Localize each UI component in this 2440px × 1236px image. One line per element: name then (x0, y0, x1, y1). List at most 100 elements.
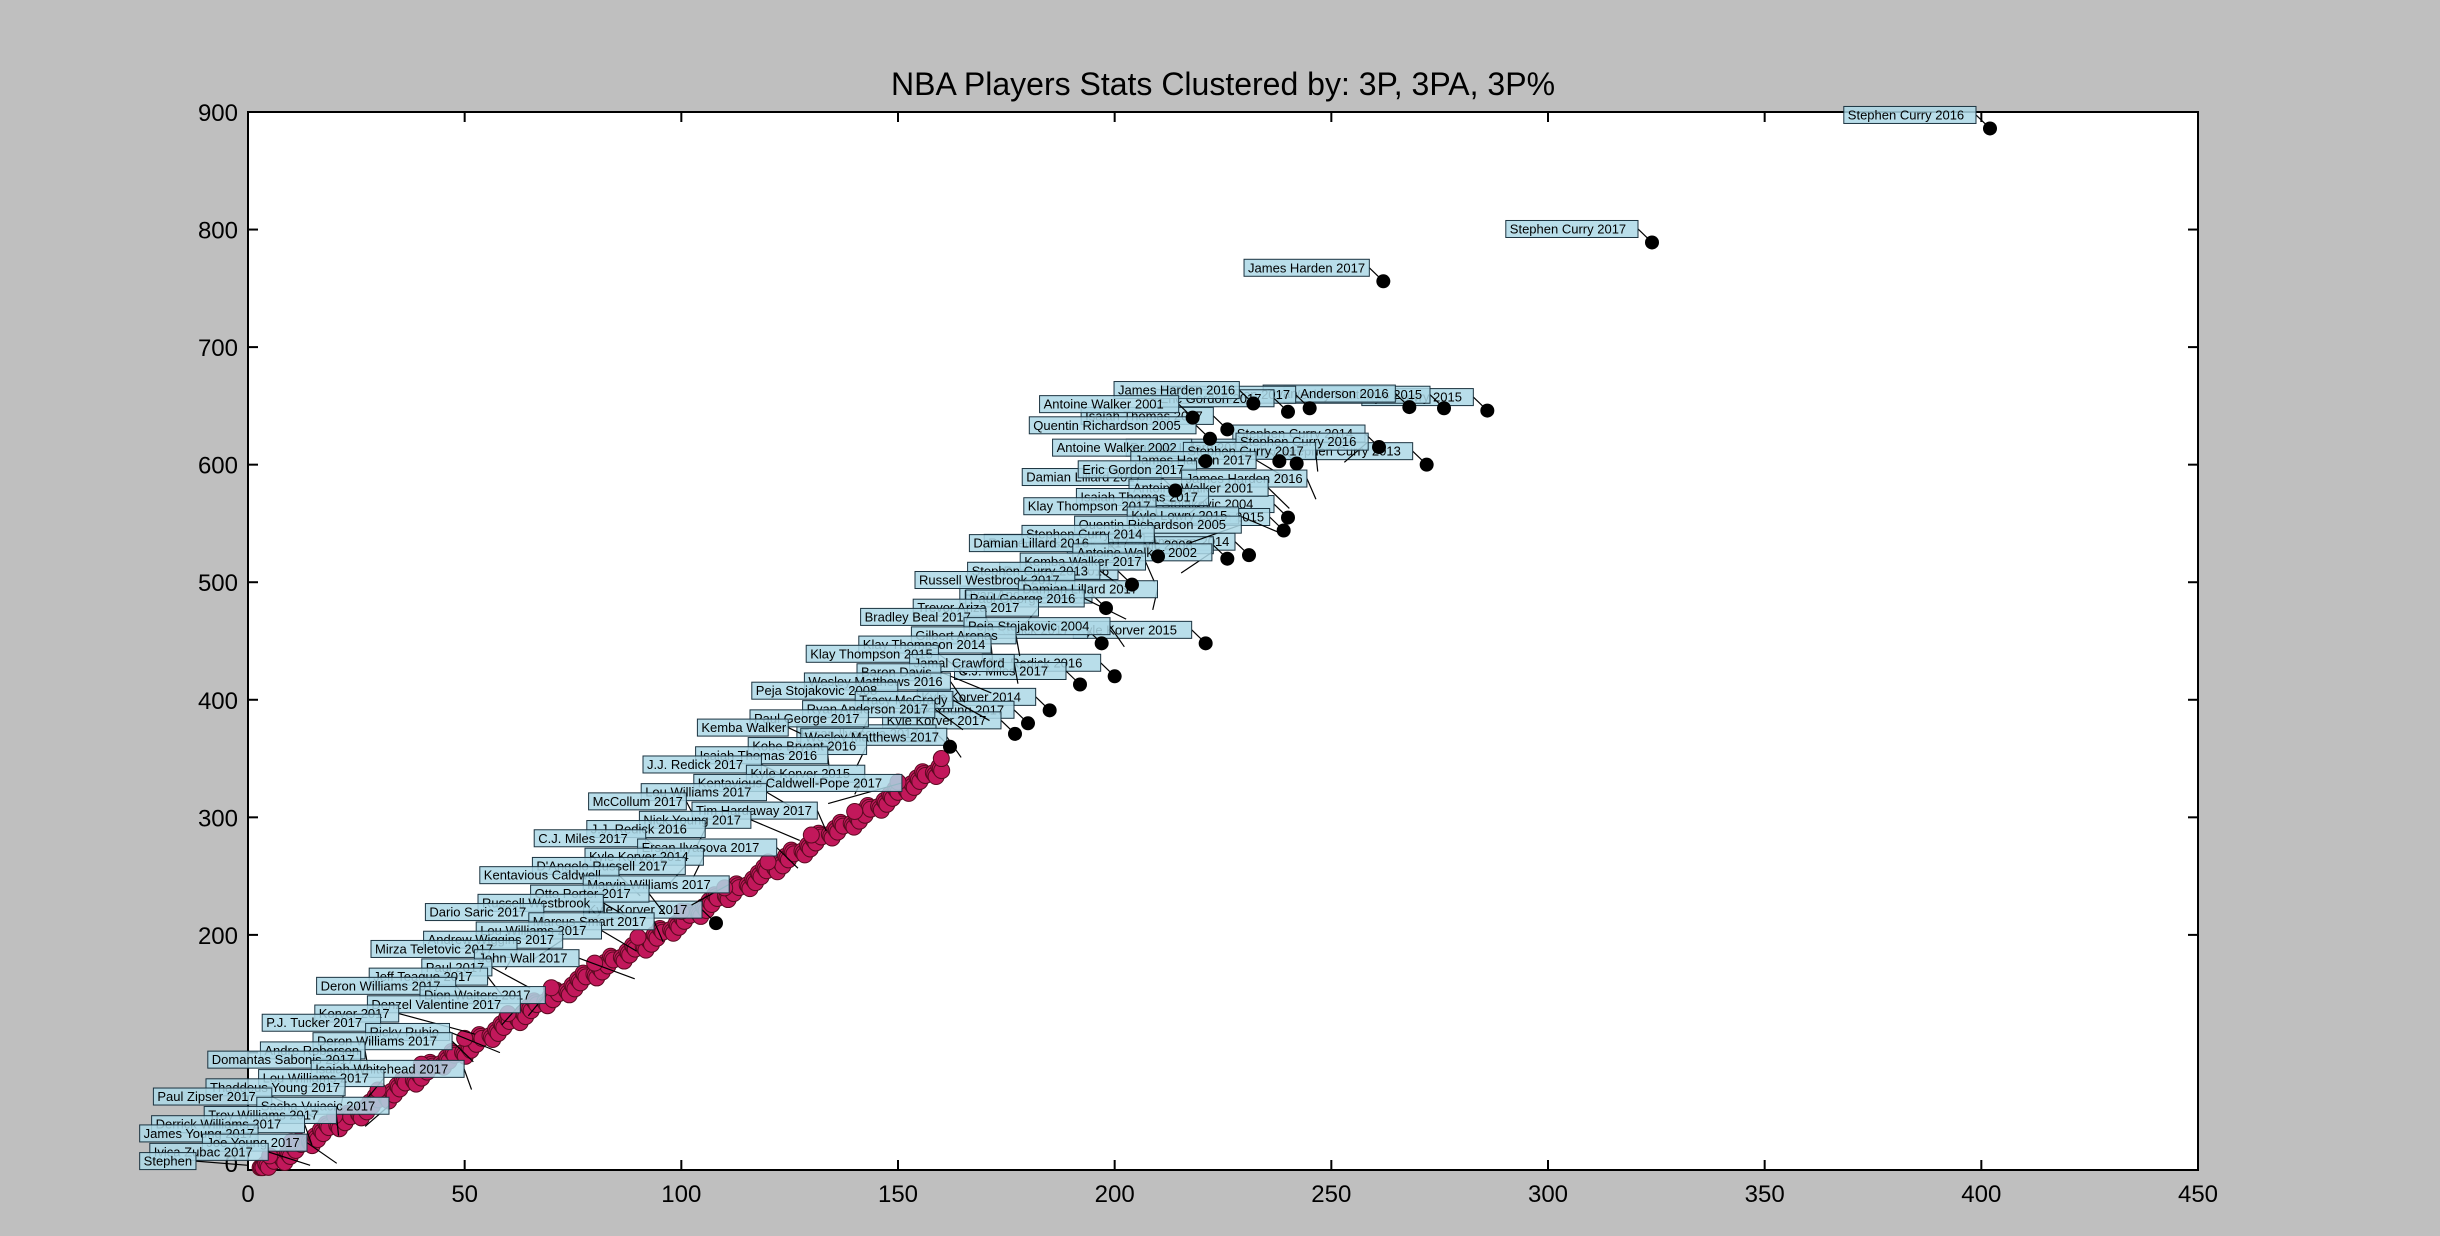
data-point (586, 954, 604, 972)
data-point (1042, 703, 1057, 718)
x-tick-label: 400 (1961, 1181, 2001, 1208)
annotation-text: Quentin Richardson 2005 (1033, 418, 1180, 433)
y-tick-label: 800 (198, 218, 238, 245)
data-point (629, 928, 647, 946)
annotation-arrow (578, 957, 635, 980)
annotation-arrow (1267, 487, 1290, 509)
annotation-box (1505, 219, 1639, 238)
annotation-arrow (934, 708, 964, 731)
annotation-box (805, 644, 939, 663)
data-point (846, 802, 864, 820)
annotation-arrow (601, 929, 637, 952)
annotation-box (533, 829, 647, 848)
annotation-text: James Harden 2017 (1248, 260, 1365, 275)
data-point (802, 826, 820, 844)
annotation-text: Stephen (144, 1154, 192, 1169)
annotation-box (1077, 460, 1198, 479)
annotation-box (1023, 497, 1157, 516)
data-point (1185, 410, 1200, 425)
annotation-box (1843, 105, 1977, 124)
annotation-arrow (451, 1040, 474, 1063)
point-annotation: J.J. Redick 2017 (642, 755, 804, 786)
data-point (709, 916, 723, 931)
annotation-box (696, 718, 789, 737)
x-tick-label: 200 (1095, 1181, 1135, 1208)
annotation-text: Dario Saric 2017 (429, 905, 526, 920)
data-point (1220, 422, 1235, 437)
data-point (1021, 716, 1035, 731)
annotation-arrow (949, 681, 966, 703)
x-tick-label: 300 (1528, 1181, 1568, 1208)
y-tick-label: 500 (198, 570, 238, 597)
data-point (1983, 121, 1997, 136)
data-point (932, 750, 950, 768)
annotation-text: Kemba Walker (701, 720, 786, 735)
annotation-arrow (1015, 635, 1021, 657)
point-annotation: Denzel Valentine 2017 (366, 995, 521, 1026)
point-annotation: Paul Zipser 2017 (152, 1087, 314, 1118)
annotation-arrow (268, 1151, 311, 1166)
point-annotation: Klay Thompson 2017 (1023, 497, 1159, 527)
data-point (1289, 456, 1304, 471)
data-point (1151, 549, 1165, 564)
axis-ticks: 0 50 100 150 200 250 300 350 400 450 200 300 400 500 6… (198, 100, 2218, 1208)
y-tick-label: 400 (198, 688, 238, 715)
data-point (1480, 403, 1495, 418)
annotation-box (139, 1152, 197, 1171)
annotation-box (261, 1013, 382, 1032)
annotation-arrow (952, 699, 990, 722)
annotation-box (860, 607, 987, 626)
x-tick-label: 350 (1745, 1181, 1785, 1208)
annotation-text: Denzel Valentine 2017 (371, 997, 501, 1012)
data-point (1276, 523, 1291, 538)
data-point (1272, 454, 1287, 469)
annotation-text: Stephen Curry 2016 (1848, 107, 1964, 122)
annotation-labels: Stephen Curry 2016 Stephen Curry 2017 Jame… (139, 105, 1991, 1171)
x-tick-label: 250 (1311, 1181, 1351, 1208)
data-point (1099, 601, 1113, 616)
annotation-arrow (653, 921, 664, 943)
data-point (1376, 274, 1391, 289)
annotation-box (366, 995, 521, 1014)
data-point (1437, 401, 1451, 416)
data-point (1220, 551, 1235, 566)
point-annotation: P.J. Tucker 2017 (261, 1013, 382, 1044)
annotation-box (473, 949, 580, 968)
annotation-text: Klay Thompson 2017 (1028, 499, 1151, 514)
annotation-arrow (195, 1160, 249, 1166)
chart-title: NBA Players Stats Clustered by: 3P, 3PA,… (890, 66, 1556, 102)
annotation-text: Paul Zipser 2017 (157, 1089, 255, 1104)
x-tick-label: 100 (661, 1181, 701, 1208)
annotation-arrow (463, 1068, 473, 1090)
annotation-arrow (648, 893, 666, 915)
annotation-text: Bradley Beal 2017 (865, 609, 971, 624)
x-tick-label: 0 (241, 1181, 254, 1208)
point-annotation: Kemba Walker (696, 718, 832, 749)
x-tick-label: 150 (878, 1181, 918, 1208)
point-annotation: Stephen (139, 1152, 249, 1171)
point-annotation: John Wall 2017 (473, 949, 635, 980)
annotation-arrow (1109, 625, 1125, 648)
annotation-arrow (491, 966, 531, 989)
point-annotation: McCollum 2017 (588, 792, 698, 823)
annotation-arrow (750, 819, 800, 842)
data-point (1073, 677, 1087, 692)
annotation-text: Mirza Teletovic 2017 (375, 941, 493, 956)
y-tick-label: 300 (198, 805, 238, 832)
annotation-arrow (449, 1031, 501, 1054)
annotation-text: Kentavious Caldwell (484, 868, 601, 883)
annotation-text: Eric Gordon 2017 (1082, 462, 1184, 477)
annotation-text: P.J. Tucker 2017 (266, 1015, 362, 1030)
annotation-text: McCollum 2017 (593, 794, 683, 809)
annotation-box (424, 903, 545, 922)
data-point (1281, 404, 1295, 419)
annotation-arrow (303, 1123, 313, 1146)
data-point (1246, 396, 1261, 411)
annotation-arrow (306, 1142, 338, 1164)
data-point (1008, 726, 1022, 741)
point-annotation: Eric Gordon 2017 (1077, 460, 1198, 491)
annotation-text: Antoine Walker 2001 (1044, 397, 1164, 412)
annotation-text: C.J. Miles 2017 (538, 831, 628, 846)
